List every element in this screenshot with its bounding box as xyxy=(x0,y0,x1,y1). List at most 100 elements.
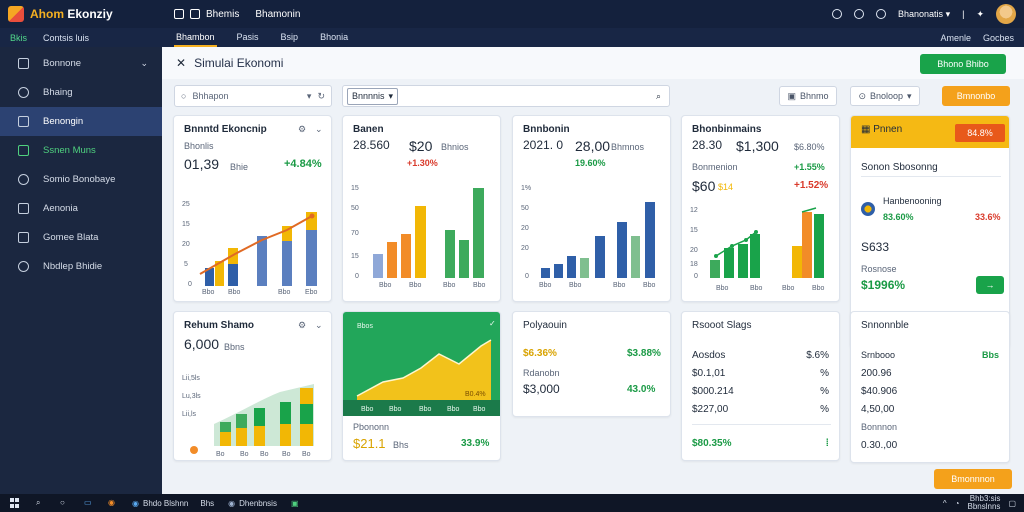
sidebar-item-3[interactable]: Benongin xyxy=(0,107,162,136)
settings-icon[interactable]: ⚙ xyxy=(298,124,307,134)
top-tab-1[interactable]: Bhemis xyxy=(206,8,240,20)
search-icon[interactable]: ⌕ xyxy=(655,90,661,101)
toolbar-button-1[interactable]: ▣ Bhnmo xyxy=(779,86,837,106)
calendar-icon xyxy=(18,232,29,243)
sidebar-item-4[interactable]: Ssnen Muns xyxy=(0,136,162,165)
tab-dashboard[interactable]: Bhambon xyxy=(174,29,217,47)
card-6[interactable]: Rehum Shamo ⚙ ⌄ 6,000 Bbns Lii,5ls Lu,3ls… xyxy=(173,311,332,461)
sidebar-item-7[interactable]: Gomee Blata xyxy=(0,223,162,252)
list-icon xyxy=(18,203,29,214)
notification-icon[interactable]: ▢ xyxy=(1008,498,1016,508)
taskbar-app-3[interactable]: ▣ xyxy=(291,499,299,508)
sidebar-item-8[interactable]: Nbdlep Bhidie xyxy=(0,252,162,281)
card-2-chart: 15 50 70 15 0 Bbo Bbo Bbo Bbo xyxy=(351,185,486,289)
network-icon[interactable]: ◔ xyxy=(954,498,960,508)
app-logo[interactable]: Ahom Ekonziy xyxy=(0,0,162,28)
chevron-up-icon[interactable]: ^ xyxy=(942,498,947,508)
chevron-down-icon[interactable]: ⌄ xyxy=(315,124,323,134)
chevron-down-icon[interactable]: ⌄ xyxy=(315,320,323,330)
info-icon[interactable]: | xyxy=(962,9,965,19)
svg-text:Bbo: Bbo xyxy=(613,282,626,289)
c6-bar xyxy=(254,408,265,446)
card-3[interactable]: Bnnbonin 2021. 0 28,00 Bhmnos 19.60% 1% 5… xyxy=(512,115,671,302)
grid-icon xyxy=(18,58,29,69)
settings-icon[interactable]: ⚙ xyxy=(298,320,307,330)
list-item[interactable]: $0.1,01% xyxy=(692,368,829,379)
c1-bar xyxy=(306,212,317,230)
browser-icon[interactable]: ◉ xyxy=(108,498,115,507)
c1-bar xyxy=(205,268,214,286)
svg-text:50: 50 xyxy=(521,205,529,212)
taskbar-app-1[interactable]: ◉ Bhdo Blshnn Bhs xyxy=(132,498,215,508)
windows-icon[interactable] xyxy=(10,498,20,508)
taskbar: ⌕ ○ ▭ ◉ ◉ Bhdo Blshnn Bhs ◉ Dhenbnsis ▣ ^ ◔… xyxy=(0,494,1024,512)
card-10[interactable]: Snnonnble Srnbooo Bbs 200.96 $40.906 4,50… xyxy=(850,311,1010,463)
svg-text:20: 20 xyxy=(182,241,190,248)
card-9[interactable]: Rsooot Slags Aosdos $.6% $0.1,01% $000.21… xyxy=(681,311,840,461)
go-button[interactable]: → xyxy=(976,276,1004,294)
card-7[interactable]: Bbos Bbo Bbo Bbo Bbo Bbo B0.4% ✓ Pbononn $21… xyxy=(342,311,501,461)
search-icon[interactable]: ⌕ xyxy=(36,498,41,507)
c2-bar xyxy=(445,230,455,278)
list-item[interactable]: Srnbooo Bbs xyxy=(861,350,999,360)
folder-icon[interactable]: ▭ xyxy=(84,498,92,507)
sub-right-1[interactable]: Amenle xyxy=(940,32,971,43)
doc-icon[interactable] xyxy=(190,9,200,19)
clock[interactable]: Bhb3:sis Bbnslnns xyxy=(967,494,1001,511)
tab-4[interactable]: Bhonia xyxy=(320,31,349,42)
svg-text:15: 15 xyxy=(351,185,359,192)
svg-text:Lii,ls: Lii,ls xyxy=(182,411,197,418)
card-8[interactable]: Polyaouin $6.36% $3.88% Rdanobn $3,000 4… xyxy=(512,311,671,417)
sub-left-1[interactable]: Bkis xyxy=(10,32,28,43)
bell-icon[interactable] xyxy=(876,9,887,19)
list-item[interactable]: $227,00% xyxy=(692,404,829,415)
help-icon[interactable]: ✦ xyxy=(976,8,984,19)
card-2[interactable]: Banen 28.560 $20 Bhnios +1.30% 15 50 70 15 0… xyxy=(342,115,501,302)
card-3-title: Bnnbonin xyxy=(523,124,570,135)
avatar[interactable] xyxy=(996,4,1016,24)
card-5[interactable]: ▦ Pnnen 84.8% Sonon Sbosonng Hanbenoonin… xyxy=(850,115,1010,348)
gear-icon xyxy=(18,174,29,185)
settings-icon[interactable] xyxy=(854,9,865,19)
list-item[interactable]: $000.214% xyxy=(692,386,829,397)
home-icon[interactable] xyxy=(832,9,843,19)
card-5-badge[interactable]: 84.8% xyxy=(955,124,1005,142)
taskbar-app-2[interactable]: ◉ Dhenbnsis xyxy=(228,498,277,508)
filter-bar[interactable]: Bnnnnis ▾ ⌕ xyxy=(342,85,670,107)
toolbar-button-2[interactable]: ⊙ Bnoloop ▾ xyxy=(850,86,920,106)
task-view-icon[interactable]: ○ xyxy=(60,498,65,507)
c2-bar xyxy=(387,242,397,278)
list-item[interactable]: 4,50,00 xyxy=(861,404,895,415)
list-item[interactable]: $40.906 xyxy=(861,386,898,397)
card-1[interactable]: Bnnntd Ekoncnip ⚙ ⌄ Bhonlis 01,39 Bhie +… xyxy=(173,115,332,302)
c6-bar xyxy=(220,422,231,446)
tab-3[interactable]: Bsip xyxy=(280,31,299,42)
primary-button[interactable]: Bhono Bhibo xyxy=(920,54,1006,74)
sidebar-item-5[interactable]: Somio Bonobaye xyxy=(0,165,162,194)
c1-bar xyxy=(257,236,267,286)
tab-2[interactable]: Pasis xyxy=(236,31,259,42)
sidebar-item-2[interactable]: Bhaing xyxy=(0,78,162,107)
user-menu[interactable]: Bhanonatis ▾ xyxy=(898,8,951,19)
sidebar-item-1[interactable]: Bonnone ⌄ xyxy=(0,49,162,78)
card-8-change: 43.0% xyxy=(627,384,656,395)
sub-left-2[interactable]: Contsis luis xyxy=(43,32,90,43)
filter-select[interactable]: Bnnnnis ▾ xyxy=(347,87,399,105)
svg-text:Bbo: Bbo xyxy=(643,282,656,289)
card-4[interactable]: Bhonbinmains 28.30 $1,300 $6.80% Bonmeni… xyxy=(681,115,840,302)
sidebar-item-6[interactable]: Aenonia xyxy=(0,194,162,223)
svg-text:25: 25 xyxy=(182,201,190,208)
bottom-orange-button[interactable]: Bmonnnon xyxy=(934,469,1012,489)
list-item[interactable]: 0.30.,00 xyxy=(861,440,898,451)
c2-bar xyxy=(473,188,484,278)
top-tab-2[interactable]: Bhamonin xyxy=(255,8,301,20)
list-item[interactable]: Aosdos $.6% xyxy=(692,350,829,361)
menu-icon[interactable] xyxy=(174,9,184,19)
svg-text:Bbo: Bbo xyxy=(750,285,763,292)
orange-button[interactable]: Bmnonbo xyxy=(942,86,1010,106)
sub-right-2[interactable]: Gocbes xyxy=(982,32,1014,43)
search-input[interactable]: ○ Bhhapon ▾ ↻ xyxy=(174,85,332,107)
list-item[interactable]: 200.96 xyxy=(861,368,892,379)
c3-bar xyxy=(567,256,576,278)
list-item[interactable]: Bonnnon xyxy=(861,422,898,432)
